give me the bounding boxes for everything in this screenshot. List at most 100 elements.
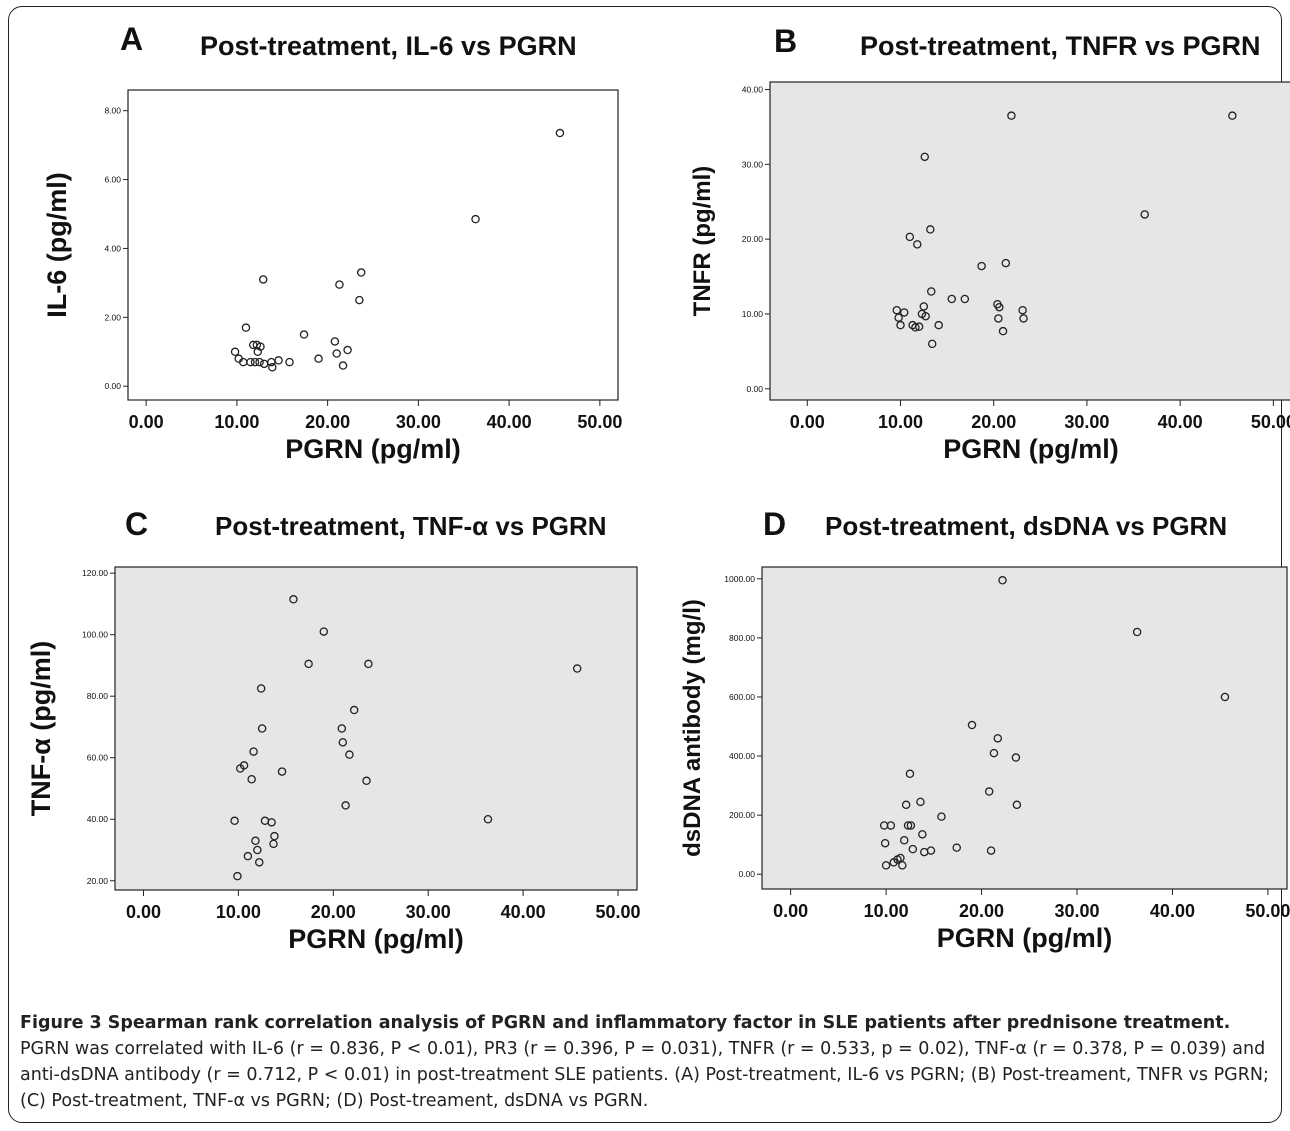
data-point xyxy=(993,734,1003,743)
figure-charts: A Post-treatment, IL-6 vs PGRN 0.00 10.00 20… xyxy=(26,21,1290,954)
data-point xyxy=(921,311,930,321)
data-point xyxy=(913,240,922,249)
data-point xyxy=(881,861,891,870)
data-point xyxy=(483,814,493,824)
x-axis-label: PGRN (pg/ml) xyxy=(288,924,464,954)
data-point xyxy=(251,836,260,846)
chart-panel-c: C Post-treatment, TNF-α vs PGRN 0.00 10.00 2… xyxy=(26,506,641,954)
data-point xyxy=(986,846,996,855)
y-tick-label: 4.00 xyxy=(104,243,121,253)
data-point xyxy=(243,851,253,861)
data-point xyxy=(247,775,256,784)
data-point xyxy=(905,232,915,242)
data-point xyxy=(274,356,283,365)
data-point xyxy=(319,627,329,636)
data-point xyxy=(314,354,323,363)
data-point xyxy=(918,830,927,839)
x-tick-label: 20.00 xyxy=(971,412,1016,432)
y-axis-label: IL-6 (pg/ml) xyxy=(42,172,72,317)
x-tick-label: 30.00 xyxy=(1054,901,1099,921)
data-point xyxy=(256,684,266,693)
data-point xyxy=(977,261,986,271)
data-point xyxy=(906,821,916,830)
y-tick-label: 800.00 xyxy=(729,633,755,643)
x-tick-label: 50.00 xyxy=(1251,412,1290,432)
panel-letter: D xyxy=(763,506,786,542)
data-point xyxy=(926,225,935,234)
x-tick-label: 40.00 xyxy=(1158,412,1203,432)
data-point xyxy=(892,305,902,315)
data-point xyxy=(332,349,341,358)
caption-body: PGRN was correlated with IL-6 (r = 0.836… xyxy=(20,1039,1269,1111)
data-point xyxy=(555,128,565,138)
data-point xyxy=(345,750,354,759)
data-point xyxy=(1140,210,1149,219)
x-tick-label: 0.00 xyxy=(790,412,825,432)
figure-caption: Figure 3 Spearman rank correlation analy… xyxy=(20,1010,1270,1114)
data-point xyxy=(984,787,994,796)
data-point xyxy=(355,295,364,305)
data-point xyxy=(1228,111,1237,120)
x-tick-label: 20.00 xyxy=(305,412,350,432)
chart-title: Post-treatment, TNF-α vs PGRN xyxy=(215,511,607,541)
y-tick-label: 40.00 xyxy=(742,84,764,94)
data-point xyxy=(258,275,268,284)
data-point xyxy=(285,357,294,367)
data-point xyxy=(471,214,480,224)
data-point xyxy=(338,361,348,370)
data-point xyxy=(903,821,913,830)
chart-title: Post-treatment, dsDNA vs PGRN xyxy=(825,511,1227,541)
data-point xyxy=(937,812,946,821)
data-point xyxy=(927,287,936,296)
data-point xyxy=(267,818,276,827)
data-point xyxy=(277,767,287,776)
y-tick-label: 30.00 xyxy=(742,159,764,169)
data-point xyxy=(337,724,347,733)
data-point xyxy=(1019,314,1028,323)
data-point xyxy=(364,659,373,669)
chart-panel-a: A Post-treatment, IL-6 vs PGRN 0.00 10.00 20… xyxy=(42,21,622,464)
data-point xyxy=(299,330,309,339)
y-tick-label: 8.00 xyxy=(104,106,121,116)
x-tick-label: 0.00 xyxy=(126,902,161,922)
x-tick-label: 10.00 xyxy=(878,412,923,432)
y-tick-label: 600.00 xyxy=(729,692,755,702)
data-point xyxy=(886,821,896,830)
x-tick-label: 30.00 xyxy=(406,902,451,922)
data-point xyxy=(927,339,937,349)
data-point xyxy=(572,664,582,673)
x-axis-label: PGRN (pg/ml) xyxy=(285,434,461,464)
data-point xyxy=(253,845,262,855)
panel-letter: A xyxy=(120,21,143,57)
data-point xyxy=(967,720,977,730)
panel-letter: B xyxy=(774,23,797,59)
data-point xyxy=(934,320,943,330)
y-tick-label: 0.00 xyxy=(746,384,763,394)
data-point xyxy=(356,268,366,277)
y-tick-label: 10.00 xyxy=(742,309,764,319)
data-point xyxy=(901,800,911,810)
caption-title: Figure 3 Spearman rank correlation analy… xyxy=(20,1013,1231,1033)
data-point xyxy=(233,871,242,881)
y-tick-label: 1000.00 xyxy=(724,574,755,584)
data-point xyxy=(250,357,260,367)
data-point xyxy=(255,858,264,867)
data-point xyxy=(926,846,936,855)
x-tick-label: 10.00 xyxy=(214,412,259,432)
data-point xyxy=(899,308,909,317)
x-tick-label: 30.00 xyxy=(1064,412,1109,432)
x-tick-label: 0.00 xyxy=(129,412,164,432)
data-point xyxy=(894,313,903,322)
x-tick-label: 30.00 xyxy=(396,412,441,432)
data-point xyxy=(1018,305,1027,315)
y-tick-label: 6.00 xyxy=(104,175,121,185)
data-point xyxy=(989,748,999,758)
x-tick-label: 40.00 xyxy=(1150,901,1195,921)
data-point xyxy=(998,576,1007,585)
data-point xyxy=(241,323,251,332)
data-point xyxy=(349,705,359,715)
data-point xyxy=(1012,800,1022,810)
data-point xyxy=(1132,627,1142,637)
data-point xyxy=(994,314,1003,323)
data-point xyxy=(914,322,924,331)
